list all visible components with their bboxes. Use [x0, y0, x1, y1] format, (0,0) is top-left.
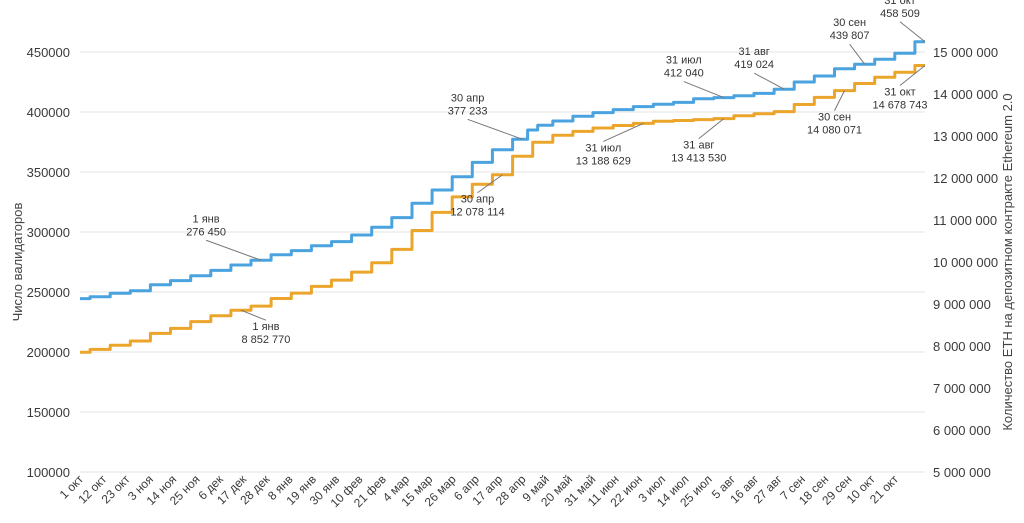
annotation-leader	[834, 90, 845, 111]
y-right-tick-label: 5 000 000	[933, 465, 991, 480]
y-axis-right-title: Количество ETH на депозитном контракте E…	[1000, 93, 1015, 430]
y-right-tick-label: 13 000 000	[933, 129, 998, 144]
annotation-text: 377 233	[448, 105, 488, 117]
y-right-tick-label: 14 000 000	[933, 87, 998, 102]
annotation-text: 1 янв	[193, 213, 220, 225]
annotation-text: 1 янв	[252, 321, 279, 333]
annotation-leader	[477, 174, 503, 194]
annotation-leader	[698, 118, 725, 140]
annotation-text: 412 040	[664, 68, 704, 80]
annotation-text: 14 678 743	[872, 99, 927, 111]
annotation-leader	[899, 21, 926, 43]
y-right-tick-label: 8 000 000	[933, 339, 991, 354]
y-left-tick-label: 300000	[27, 225, 70, 240]
annotation-text: 8 852 770	[241, 334, 290, 346]
y-right-tick-label: 6 000 000	[933, 423, 991, 438]
annotation-text: 31 окт	[884, 0, 915, 7]
y-left-tick-label: 450000	[27, 45, 70, 60]
y-left-tick-label: 400000	[27, 105, 70, 120]
annotation-leader	[240, 309, 267, 321]
y-left-tick-label: 350000	[27, 165, 70, 180]
y-right-tick-label: 12 000 000	[933, 171, 998, 186]
annotation-text: 419 024	[734, 59, 774, 71]
grid-lines	[80, 51, 925, 473]
annotation-text: 30 сен	[833, 17, 866, 29]
annotation-text: 31 июл	[585, 142, 621, 154]
annotation-text: 12 078 114	[450, 207, 504, 219]
y-left-tick-label: 250000	[27, 285, 70, 300]
y-right-tick-label: 11 000 000	[933, 213, 997, 228]
annotation-leader	[603, 122, 644, 142]
left-axis-ticks: 100000 150000 200000 250000 300000 350000 4000…	[27, 45, 70, 480]
y-right-tick-label: 7 000 000	[933, 381, 991, 396]
y-left-tick-label: 150000	[27, 405, 70, 420]
annotation-text: 13 188 629	[576, 155, 631, 167]
annotation-text: 31 окт	[884, 86, 915, 98]
annotation-text: 458 509	[880, 8, 920, 20]
y-left-tick-label: 100000	[27, 465, 70, 480]
annotation-text: 31 июл	[666, 55, 702, 67]
y-right-tick-label: 9 000 000	[933, 297, 991, 312]
series-lines	[80, 40, 925, 354]
annotation-text: 30 сен	[818, 112, 851, 124]
y-left-tick-label: 200000	[27, 345, 70, 360]
annotation-text: 30 апр	[451, 92, 484, 104]
annotation-text: 439 807	[830, 30, 870, 42]
series-line-1	[80, 64, 925, 354]
y-right-tick-label: 15 000 000	[933, 45, 998, 60]
right-axis-ticks: 5 000 000 6 000 000 7 000 000 8 000 000 9 00…	[933, 45, 998, 480]
annotation-leader	[899, 65, 926, 86]
annotation-text: 276 450	[186, 226, 226, 238]
annotation-text: 30 апр	[461, 194, 494, 206]
series-line-0	[80, 40, 925, 301]
annotation-leader	[683, 81, 724, 99]
annotation-leader	[849, 43, 866, 65]
annotation-leader	[205, 239, 262, 261]
annotation-text: 14 080 071	[807, 125, 862, 137]
y-axis-left-title: Число валидаторов	[10, 203, 25, 322]
annotation-text: 31 авг	[739, 46, 770, 58]
y-right-tick-label: 10 000 000	[933, 255, 998, 270]
annotation-text: 13 413 530	[671, 153, 726, 165]
annotation-leader	[753, 72, 785, 90]
annotation-text: 31 авг	[683, 140, 714, 152]
annotation-leader	[467, 118, 523, 140]
